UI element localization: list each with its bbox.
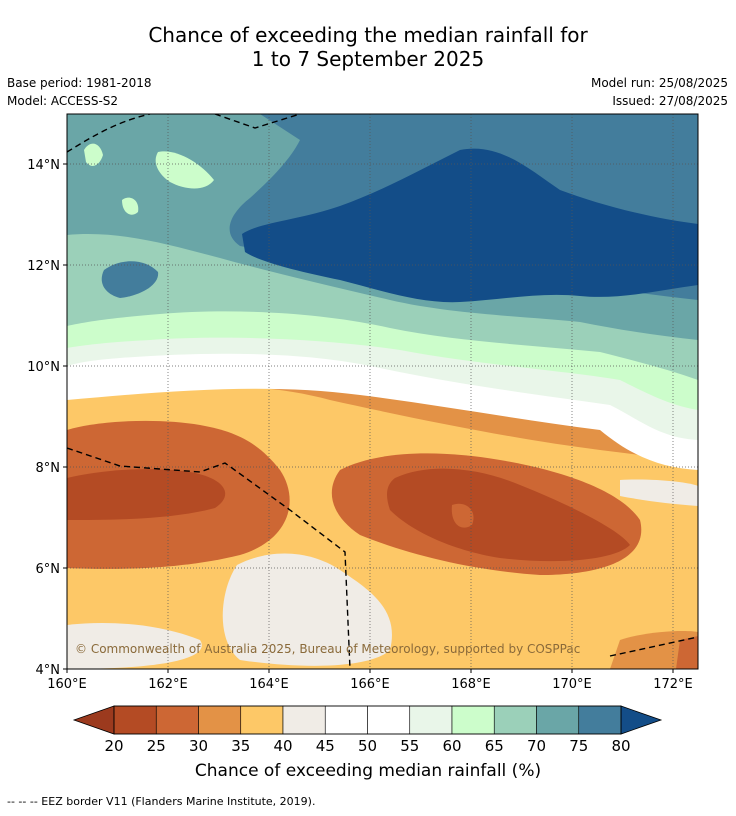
title-line-2: 1 to 7 September 2025 bbox=[251, 47, 485, 71]
lat-label: 4°N bbox=[36, 663, 61, 678]
lat-label: 12°N bbox=[27, 259, 60, 274]
lat-label: 8°N bbox=[36, 461, 61, 476]
colorbar-tick-label: 30 bbox=[189, 737, 208, 755]
longitude-labels: 160°E 162°E 164°E 166°E 168°E 170°E 172°… bbox=[47, 677, 693, 692]
colorbar-under-arrow bbox=[72, 705, 115, 735]
colorbar-segment bbox=[113, 705, 157, 735]
colorbar-segment bbox=[451, 705, 495, 735]
colorbar-tick-label: 60 bbox=[442, 737, 461, 755]
eez-footnote: -- -- -- EEZ border V11 (Flanders Marine… bbox=[7, 795, 316, 808]
lat-label: 10°N bbox=[27, 360, 60, 375]
meta-left: Base period: 1981-2018 Model: ACCESS-S2 bbox=[7, 74, 152, 110]
copyright-text: © Commonwealth of Australia 2025, Bureau… bbox=[75, 642, 580, 656]
map-frame bbox=[66, 113, 699, 670]
lon-label: 168°E bbox=[451, 677, 491, 692]
lon-label: 166°E bbox=[350, 677, 390, 692]
colorbar-frame bbox=[113, 705, 622, 735]
issued-text: Issued: 27/08/2025 bbox=[612, 94, 728, 108]
graticule bbox=[67, 114, 698, 669]
colorbar: 20 25 30 35 40 45 50 55 60 65 70 75 80 bbox=[72, 705, 663, 755]
base-period-text: Base period: 1981-2018 bbox=[7, 76, 152, 90]
colorbar-tick-label: 65 bbox=[485, 737, 504, 755]
model-run-text: Model run: 25/08/2025 bbox=[590, 76, 728, 90]
model-text: Model: ACCESS-S2 bbox=[7, 94, 119, 108]
colorbar-segment bbox=[282, 705, 326, 735]
lon-label: 172°E bbox=[653, 677, 693, 692]
colorbar-segment bbox=[367, 705, 411, 735]
meta-right: Model run: 25/08/2025 Issued: 27/08/2025 bbox=[591, 74, 728, 110]
colorbar-tick-label: 20 bbox=[104, 737, 123, 755]
colorbar-segment bbox=[409, 705, 453, 735]
colorbar-label: Chance of exceeding median rainfall (%) bbox=[194, 761, 542, 781]
colorbar-over-arrow bbox=[620, 705, 663, 735]
title-line-1: Chance of exceeding the median rainfall … bbox=[148, 23, 588, 47]
colorbar-segment bbox=[578, 705, 622, 735]
colorbar-segment bbox=[240, 705, 284, 735]
colorbar-segment bbox=[536, 705, 580, 735]
axis-ticks bbox=[63, 163, 674, 673]
colorbar-tick-label: 75 bbox=[569, 737, 588, 755]
colorbar-tick-label: 25 bbox=[147, 737, 166, 755]
lon-label: 170°E bbox=[552, 677, 592, 692]
colorbar-segment bbox=[493, 705, 537, 735]
probability-field bbox=[67, 114, 698, 669]
colorbar-tick-label: 80 bbox=[611, 737, 630, 755]
eez-border-lines bbox=[67, 114, 698, 669]
colorbar-tick-label: 40 bbox=[273, 737, 292, 755]
latitude-labels: 14°N 12°N 10°N 8°N 6°N 4°N bbox=[27, 158, 60, 678]
lon-label: 164°E bbox=[249, 677, 289, 692]
colorbar-tick-label: 70 bbox=[527, 737, 546, 755]
lat-label: 6°N bbox=[36, 562, 61, 577]
colorbar-tick-label: 50 bbox=[358, 737, 377, 755]
lat-label: 14°N bbox=[27, 158, 60, 173]
colorbar-tick-label: 35 bbox=[231, 737, 250, 755]
lon-label: 160°E bbox=[47, 677, 87, 692]
colorbar-segment bbox=[198, 705, 242, 735]
lon-label: 162°E bbox=[148, 677, 188, 692]
colorbar-tick-label: 45 bbox=[316, 737, 335, 755]
colorbar-segment bbox=[155, 705, 199, 735]
colorbar-segment bbox=[324, 705, 368, 735]
colorbar-tick-label: 55 bbox=[400, 737, 419, 755]
